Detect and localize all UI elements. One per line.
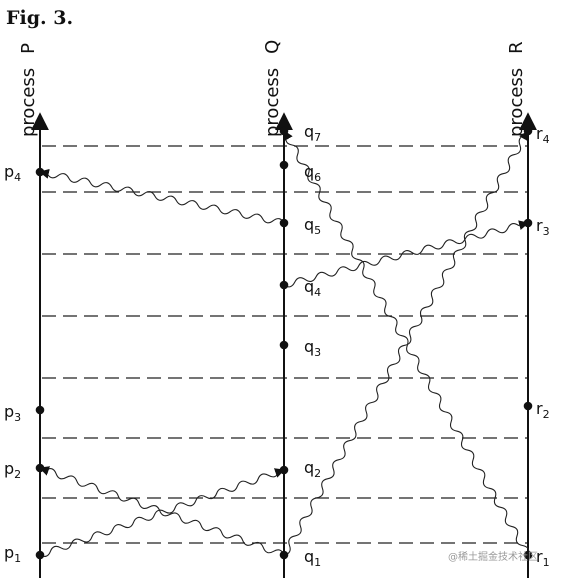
event-subscript: 4 [543,133,550,146]
event-letter: r [536,216,543,235]
event-label-r1: r1 [536,547,550,569]
event-subscript: 3 [314,346,321,359]
event-subscript: 5 [314,224,321,237]
event-letter: q [304,122,314,141]
event-dot-p4 [35,167,45,177]
event-dot-p3 [35,405,45,415]
process-label-r: process R [506,41,527,137]
event-letter: q [304,277,314,296]
event-subscript: 2 [14,468,21,481]
process-letter: P [18,43,39,54]
event-dot-q5 [279,218,289,228]
process-word: process [18,68,39,137]
message-q5-to-p4 [39,168,285,224]
message-lines [39,130,530,558]
message-q4-to-r3 [283,220,529,288]
event-labels: processPprocessQprocessRp1p2p3p4q1q2q3q4… [4,40,550,569]
event-dot-p1 [35,550,45,560]
event-letter: q [304,337,314,356]
event-label-q3: q3 [304,337,321,359]
event-label-q2: q2 [304,458,321,480]
event-label-r3: r3 [536,216,550,238]
event-dot-q7 [279,126,289,136]
event-letter: q [304,162,314,181]
event-subscript: 1 [314,556,321,569]
event-label-q6: q6 [304,162,321,184]
event-dot-p2 [35,463,45,473]
event-letter: p [4,543,14,562]
event-subscript: 4 [314,286,321,299]
event-label-r4: r4 [536,124,550,146]
message-r1-to-q7 [283,130,530,556]
event-subscript: 2 [543,408,550,421]
watermark: @稀土掘金技术社区 [448,550,538,563]
event-subscript: 6 [314,171,321,184]
event-dot-q6 [279,160,289,170]
event-letter: r [536,124,543,143]
event-label-r2: r2 [536,399,550,421]
process-letter: R [506,41,527,54]
event-letter: r [536,547,543,566]
event-label-p1: p1 [4,543,21,565]
event-letter: q [304,458,314,477]
event-letter: p [4,162,14,181]
process-label-p: process P [18,43,39,137]
event-label-q1: q1 [304,547,321,569]
event-subscript: 7 [314,131,321,144]
message-q1-to-p2 [39,466,285,556]
event-dot-r4 [523,126,533,136]
event-dot-q2 [279,465,289,475]
message-q1-to-r4 [283,130,529,556]
event-label-p2: p2 [4,459,21,481]
event-subscript: 4 [14,171,21,184]
process-word: process [262,68,283,137]
event-dot-q3 [279,340,289,350]
process-label-q: process Q [262,40,283,137]
event-label-q5: q5 [304,215,321,237]
event-letter: q [304,547,314,566]
event-label-q7: q7 [304,122,321,144]
process-letter: Q [262,40,283,54]
event-label-p3: p3 [4,402,21,424]
event-dot-r2 [523,401,533,411]
event-subscript: 1 [14,552,21,565]
event-subscript: 3 [14,411,21,424]
event-dots [35,126,533,560]
process-word: process [506,68,527,137]
event-dot-q4 [279,280,289,290]
event-subscript: 3 [543,225,550,238]
event-subscript: 1 [543,556,550,569]
event-dot-q1 [279,550,289,560]
event-letter: p [4,459,14,478]
event-letter: r [536,399,543,418]
event-letter: p [4,402,14,421]
event-label-q4: q4 [304,277,321,299]
figure-title: Fig. 3. [6,7,73,29]
event-label-p4: p4 [4,162,21,184]
event-subscript: 2 [314,467,321,480]
event-letter: q [304,215,314,234]
event-dot-r1 [523,550,533,560]
event-dot-r3 [523,218,533,228]
